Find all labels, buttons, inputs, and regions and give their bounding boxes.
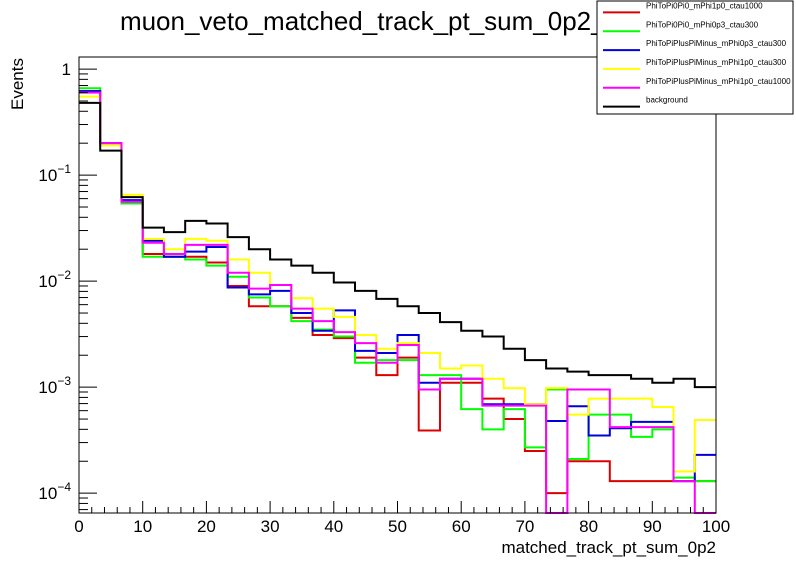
- x-tick-label: 70: [515, 517, 534, 536]
- x-tick-label: 40: [324, 517, 343, 536]
- x-tick-label: 0: [74, 517, 83, 536]
- legend-label-4: PhiToPiPlusPiMinus_mPhi1p0_ctau1000: [646, 77, 791, 86]
- x-tick-label: 30: [261, 517, 280, 536]
- legend: PhiToPi0Pi0_mPhi1p0_ctau1000 PhiToPi0Pi0_…: [596, 0, 794, 115]
- y-tick-label: 10−2: [38, 268, 71, 291]
- x-tick-label: 20: [197, 517, 216, 536]
- y-tick-label: 1: [62, 60, 71, 79]
- y-tick-label: 10−1: [38, 162, 71, 185]
- legend-label-5: background: [646, 96, 688, 105]
- series-line-2: [79, 90, 716, 483]
- legend-label-2: PhiToPiPlusPiMinus_mPhi0p3_ctau300: [646, 39, 787, 48]
- y-tick-label: 10−4: [38, 480, 71, 503]
- x-axis-label: matched_track_pt_sum_0p2: [501, 538, 716, 557]
- legend-label-3: PhiToPiPlusPiMinus_mPhi1p0_ctau300: [646, 58, 787, 67]
- y-axis-label: Events: [8, 58, 27, 110]
- x-tick-label: 80: [579, 517, 598, 536]
- y-axis: 10−4 10−3 10−2 10−1 1: [38, 60, 97, 511]
- y-tick-label: 10−3: [38, 374, 71, 397]
- plot-frame: [78, 56, 717, 514]
- x-tick-label: 10: [133, 517, 152, 536]
- legend-box: [596, 0, 794, 115]
- x-tick-label: 60: [452, 517, 471, 536]
- x-tick-label: 90: [643, 517, 662, 536]
- legend-label-0: PhiToPi0Pi0_mPhi1p0_ctau1000: [646, 1, 763, 10]
- series-line-0: [79, 90, 716, 495]
- series-layer: [79, 87, 716, 514]
- chart-title: muon_veto_matched_track_pt_sum_0p2_0: [120, 6, 620, 36]
- series-line-5: [79, 101, 716, 389]
- legend-label-1: PhiToPi0Pi0_mPhi0p3_ctau300: [646, 20, 759, 29]
- series-line-1: [79, 87, 716, 483]
- series-line-4: [79, 91, 716, 514]
- x-axis: 0 10 20 30 40 50 60 70 80 90 100: [74, 501, 730, 536]
- x-tick-label: 50: [388, 517, 407, 536]
- x-tick-label: 100: [702, 517, 730, 536]
